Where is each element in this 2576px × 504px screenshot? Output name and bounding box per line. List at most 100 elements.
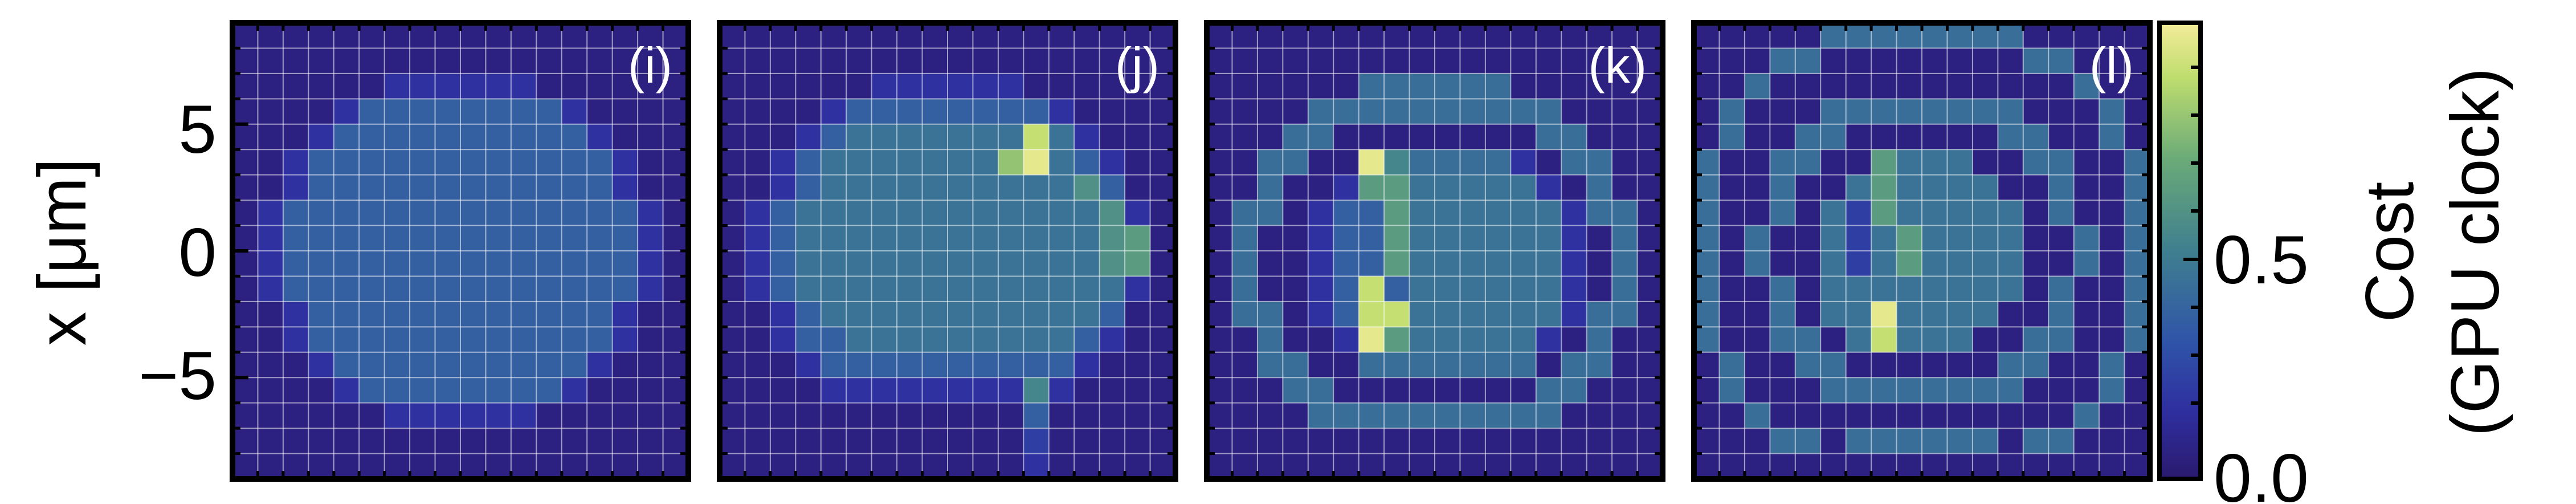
heatmap-cell bbox=[1561, 428, 1587, 454]
heatmap-cell bbox=[638, 301, 664, 327]
heatmap-cell bbox=[1048, 23, 1075, 49]
heatmap-cell bbox=[720, 149, 746, 176]
heatmap-cell bbox=[536, 73, 562, 99]
heatmap-cell bbox=[1125, 225, 1151, 251]
heatmap-cell bbox=[1586, 352, 1612, 378]
grid-lines bbox=[1207, 23, 1663, 479]
heatmap-cell bbox=[2073, 352, 2100, 378]
y-tick-label: 5 bbox=[178, 91, 217, 168]
heatmap-cell bbox=[897, 225, 923, 251]
heatmap-cell bbox=[511, 428, 537, 454]
heatmap-cell bbox=[2124, 301, 2150, 327]
heatmap-cell bbox=[2023, 200, 2049, 226]
heatmap-cell bbox=[846, 225, 872, 251]
heatmap-cell bbox=[1074, 301, 1100, 327]
heatmap-cell bbox=[1744, 149, 1770, 176]
heatmap-cell bbox=[2023, 23, 2049, 49]
heatmap-cell bbox=[1947, 327, 1973, 353]
heatmap-cell bbox=[897, 200, 923, 226]
heatmap-cell bbox=[1283, 200, 1309, 226]
heatmap-cell bbox=[663, 48, 689, 74]
heatmap-cell bbox=[922, 301, 948, 327]
heatmap-cell bbox=[2023, 276, 2049, 302]
heatmap-cell bbox=[1795, 225, 1821, 251]
heatmap-cell bbox=[1333, 428, 1360, 454]
heatmap-cell bbox=[846, 124, 872, 150]
heatmap-cell bbox=[1612, 276, 1638, 302]
heatmap-cell bbox=[1586, 124, 1612, 150]
heatmap-cell bbox=[1586, 225, 1612, 251]
heatmap-cell bbox=[820, 301, 847, 327]
heatmap-cell bbox=[871, 23, 897, 49]
heatmap-cell bbox=[1232, 251, 1258, 277]
heatmap-cell bbox=[1922, 301, 1948, 327]
heatmap-cell bbox=[587, 200, 613, 226]
heatmap-cell bbox=[612, 453, 638, 479]
heatmap-cell bbox=[770, 124, 796, 150]
heatmap-cell bbox=[1435, 225, 1461, 251]
heatmap-cell bbox=[2048, 73, 2075, 99]
heatmap-cell bbox=[1333, 48, 1360, 74]
heatmap-cell bbox=[1074, 327, 1100, 353]
heatmap-cell bbox=[2073, 301, 2100, 327]
heatmap-cell bbox=[1333, 377, 1360, 404]
heatmap-cell bbox=[1485, 352, 1511, 378]
heatmap-cell bbox=[2073, 23, 2100, 49]
heatmap-cell bbox=[871, 99, 897, 125]
heatmap-cell bbox=[2023, 377, 2049, 404]
heatmap-cell bbox=[1972, 23, 1998, 49]
heatmap-cell bbox=[308, 48, 334, 74]
panel-frame bbox=[1691, 20, 2153, 482]
heatmap-cell bbox=[1435, 99, 1461, 125]
heatmap-cell bbox=[435, 276, 461, 302]
heatmap-cell bbox=[1023, 200, 1050, 226]
heatmap-cell bbox=[1048, 327, 1075, 353]
heatmap-cell bbox=[384, 149, 410, 176]
heatmap-cell bbox=[612, 428, 638, 454]
heatmap-cell bbox=[2048, 251, 2075, 277]
heatmap-cell bbox=[1536, 200, 1562, 226]
heatmap-cell bbox=[333, 301, 360, 327]
heatmap-cell bbox=[561, 377, 587, 404]
heatmap-cell bbox=[1719, 453, 1745, 479]
heatmap-cell bbox=[435, 174, 461, 201]
heatmap-cell bbox=[1770, 23, 1796, 49]
heatmap-cell bbox=[1770, 99, 1796, 125]
heatmap-cell bbox=[1719, 73, 1745, 99]
heatmap-cell bbox=[1435, 124, 1461, 150]
heatmap-cell bbox=[663, 453, 689, 479]
heatmap-cell bbox=[1333, 124, 1360, 150]
heatmap-cell bbox=[561, 73, 587, 99]
heatmap-cell bbox=[871, 149, 897, 176]
heatmap-cell bbox=[1820, 200, 1847, 226]
heatmap-cell bbox=[232, 99, 259, 125]
heatmap-cell bbox=[1770, 174, 1796, 201]
heatmap-cell bbox=[1023, 301, 1050, 327]
heatmap-cell bbox=[561, 403, 587, 429]
heatmap-cell bbox=[1511, 428, 1537, 454]
heatmap-cell bbox=[1409, 200, 1435, 226]
heatmap-cell bbox=[795, 48, 822, 74]
heatmap-cell bbox=[1795, 453, 1821, 479]
heatmap-cell bbox=[973, 453, 999, 479]
heatmap-cell bbox=[1536, 251, 1562, 277]
heatmap-cell bbox=[663, 23, 689, 49]
heatmap-cell bbox=[795, 327, 822, 353]
heatmap-cell bbox=[1637, 48, 1663, 74]
heatmap-cell bbox=[795, 352, 822, 378]
heatmap-cell bbox=[1048, 149, 1075, 176]
heatmap-cell bbox=[1694, 48, 1720, 74]
heatmap-cell bbox=[1409, 73, 1435, 99]
heatmap-cell bbox=[1023, 23, 1050, 49]
heatmap-cell bbox=[745, 352, 771, 378]
heatmap-cell bbox=[587, 276, 613, 302]
heatmap-cell bbox=[1896, 251, 1922, 277]
heatmap-cell bbox=[1795, 48, 1821, 74]
heatmap-cell bbox=[948, 124, 974, 150]
heatmap-cell bbox=[460, 99, 487, 125]
heatmap-cell bbox=[922, 327, 948, 353]
heatmap-cell bbox=[2048, 377, 2075, 404]
heatmap-cell bbox=[359, 428, 385, 454]
heatmap-cell bbox=[2099, 327, 2125, 353]
heatmap-cell bbox=[384, 276, 410, 302]
